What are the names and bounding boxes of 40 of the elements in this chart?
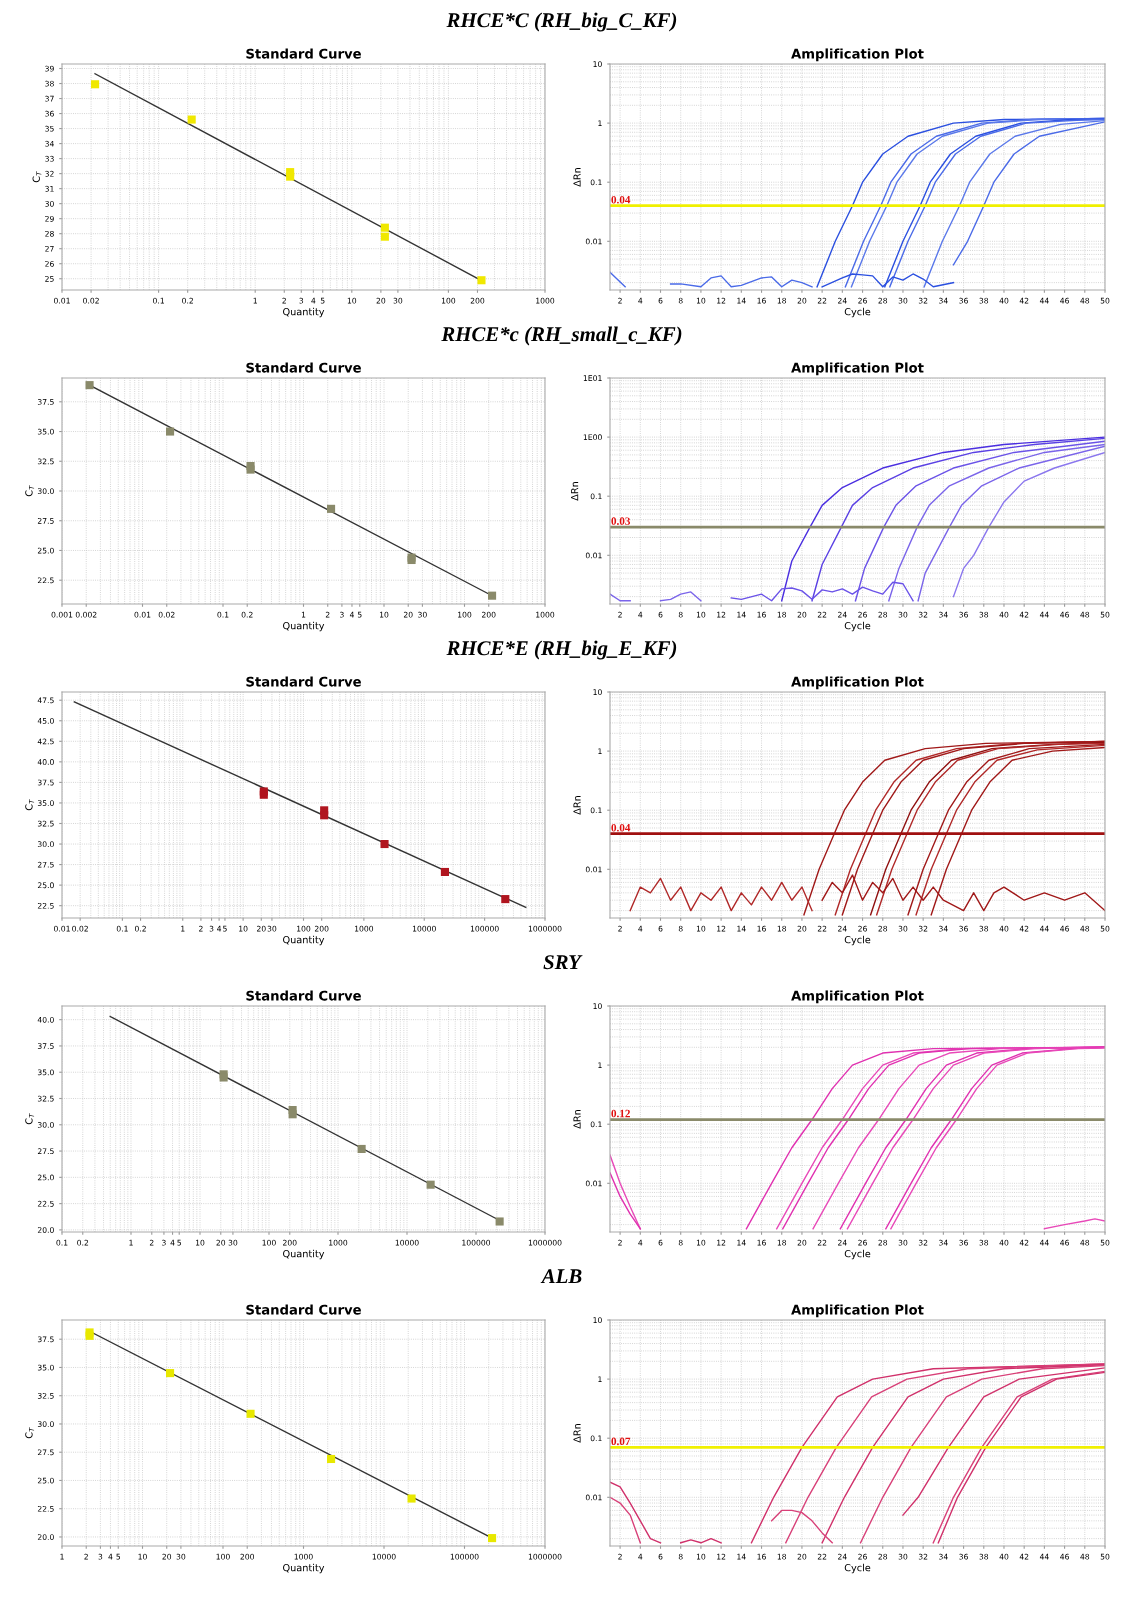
x-axis-title: Quantity [283,1249,325,1260]
chart-title: Amplification Plot [791,362,924,376]
x-axis-title: Cycle [844,1563,871,1574]
x-axis-title: Quantity [283,621,325,632]
x-axis-title: Quantity [283,935,325,946]
chart-title: Standard Curve [246,676,361,687]
text: RHCE*E (RH_big_E_KF) [446,640,677,660]
y-axis-title: C$_{T}$ [25,799,35,811]
chart-title: Amplification Plot [791,676,924,690]
y-axis-title: ΔRn [571,482,579,501]
x-axis-title: Cycle [844,935,871,946]
x-axis-title: Cycle [844,307,871,318]
x-axis-title: Quantity [283,1563,325,1574]
y-axis-title: ΔRn [573,168,581,187]
y-axis-title: C$_{T}$ [25,1113,35,1125]
x-axis-title: Quantity [283,307,325,318]
ref-line-label: 0.12 [611,1109,630,1118]
ref-line-label: 0.04 [611,195,631,204]
y-axis-title: C$_{T}$ [25,1427,35,1439]
text: ALB [540,1269,582,1284]
chart-title: Standard Curve [246,48,361,59]
y-axis-title: C$_{T}$ [32,171,42,183]
y-axis-title: ΔRn [573,1110,581,1129]
y-axis-title: ΔRn [573,796,581,815]
text: RHCE*C (RH_big_C_KF) [446,12,677,32]
chart-title: Standard Curve [246,1304,361,1315]
text: SRY [543,955,583,970]
chart-title: Amplification Plot [791,48,924,62]
chart-title: Amplification Plot [791,990,924,1004]
y-axis-title: C$_{T}$ [25,485,35,497]
x-axis-title: Cycle [844,1249,871,1260]
chart-title: Standard Curve [246,362,361,373]
ref-line-label: 0.07 [611,1437,631,1446]
ref-line-label: 0.04 [611,823,631,832]
x-axis-title: Cycle [844,621,871,632]
chart-title: Amplification Plot [791,1304,924,1318]
y-axis-title: ΔRn [573,1424,581,1443]
text: RHCE*c (RH_small_c_KF) [441,326,682,346]
chart-title: Standard Curve [246,990,361,1001]
ref-line-label: 0.03 [611,517,631,525]
